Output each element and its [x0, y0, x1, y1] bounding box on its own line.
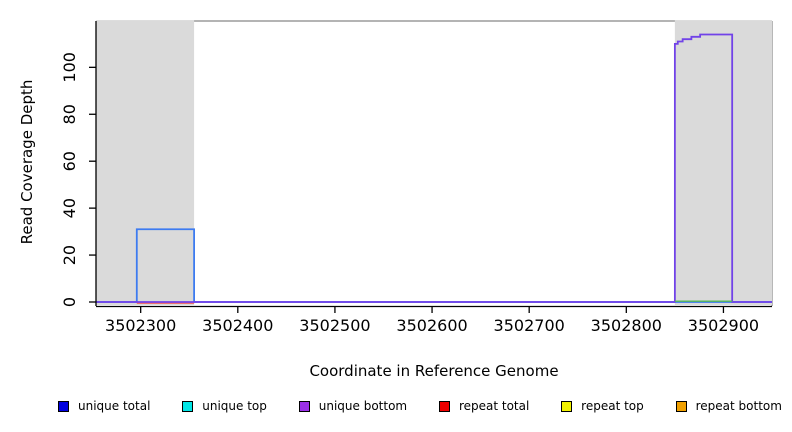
legend-swatch-repeat-top	[561, 400, 573, 412]
x-tick-label: 3502600	[396, 316, 467, 335]
legend-swatch-unique-bottom	[298, 400, 310, 412]
y-axis-title: Read Coverage Depth	[18, 79, 36, 245]
legend-label: repeat bottom	[695, 399, 782, 413]
x-tick-label: 3502800	[591, 316, 662, 335]
legend-item-unique-bottom: unique bottom	[298, 399, 408, 413]
x-tick-label: 3502700	[494, 316, 565, 335]
series-unique-total	[96, 228, 772, 303]
legend-swatch-repeat-bottom	[675, 400, 687, 412]
y-tick-label: 0	[60, 297, 79, 307]
legend-swatch-unique-total	[58, 400, 69, 412]
legend-item-repeat-top: repeat top	[561, 399, 644, 413]
x-tick-label: 3502300	[105, 316, 176, 335]
x-tick-label: 3502500	[299, 316, 370, 335]
x-axis-title: Coordinate in Reference Genome	[309, 362, 559, 380]
series-unique-bottom	[96, 33, 772, 303]
legend-swatch-repeat-total	[438, 400, 450, 412]
legend-label: unique bottom	[318, 399, 408, 413]
legend: unique total unique top unique bottom repea…	[58, 399, 782, 413]
legend-label: repeat total	[458, 399, 530, 413]
repeat-region-right	[674, 20, 772, 306]
legend-label: repeat top	[581, 399, 644, 413]
legend-item-unique-total: unique total	[58, 399, 150, 413]
y-tick-label: 40	[60, 198, 79, 218]
y-tick-label: 80	[60, 104, 79, 124]
legend-swatch-unique-top	[182, 400, 194, 412]
repeat-region-left	[96, 20, 195, 306]
legend-item-repeat-bottom: repeat bottom	[675, 399, 782, 413]
x-tick-label: 3502400	[202, 316, 273, 335]
y-tick-label: 60	[60, 151, 79, 171]
y-tick-label: 20	[60, 245, 79, 265]
legend-label: unique total	[78, 399, 151, 413]
legend-item-unique-top: unique top	[182, 399, 267, 413]
y-tick-label: 100	[60, 52, 79, 83]
x-tick-label: 3502900	[688, 316, 759, 335]
legend-item-repeat-total: repeat total	[438, 399, 530, 413]
legend-label: unique top	[202, 399, 267, 413]
